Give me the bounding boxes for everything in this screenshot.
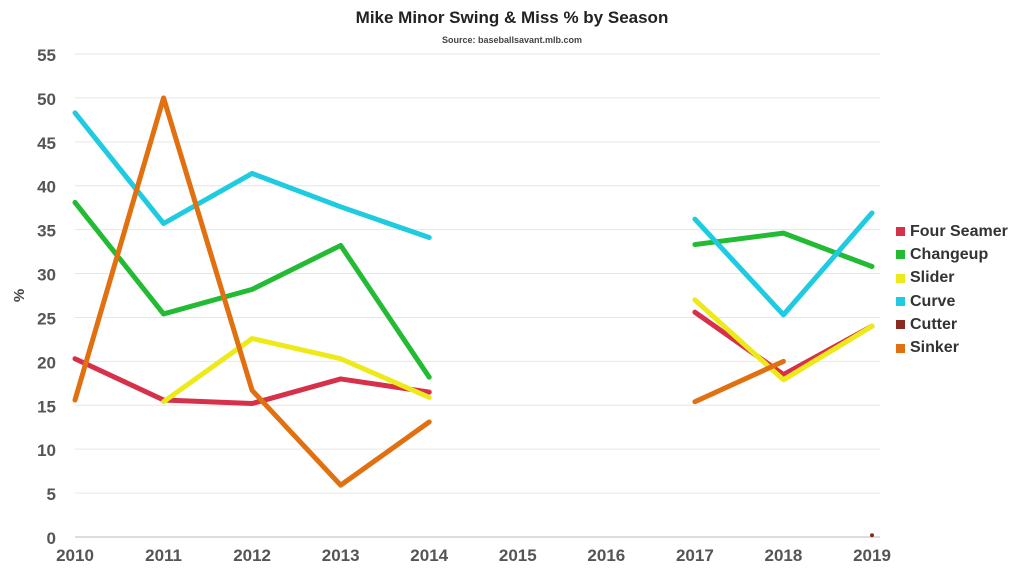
series-point — [870, 533, 874, 538]
legend-item: Slider — [896, 267, 1008, 290]
series-line — [72, 95, 432, 488]
y-tick-label: 20 — [37, 353, 56, 372]
series-line — [72, 110, 432, 241]
series-line — [161, 336, 432, 405]
legend-item: Curve — [896, 290, 1008, 313]
x-tick-label: 2019 — [853, 546, 891, 565]
series-line — [692, 297, 875, 383]
y-tick-label: 5 — [47, 485, 56, 504]
y-tick-label: 25 — [37, 309, 56, 328]
y-tick-label: 40 — [37, 178, 56, 197]
series-line — [692, 210, 875, 318]
legend-label: Slider — [910, 269, 955, 287]
series-line — [692, 358, 786, 405]
y-tick-label: 15 — [37, 397, 56, 416]
x-tick-label: 2016 — [587, 546, 625, 565]
y-tick-label: 50 — [37, 90, 56, 109]
legend-swatch — [896, 250, 905, 260]
y-tick-label: 10 — [37, 441, 56, 460]
chart-title: Mike Minor Swing & Miss % by Season — [355, 8, 669, 27]
y-tick-label: 55 — [37, 46, 56, 65]
x-tick-label: 2018 — [765, 546, 803, 565]
x-tick-label: 2017 — [676, 546, 714, 565]
legend-swatch — [896, 227, 905, 237]
legend-item: Cutter — [896, 313, 1008, 336]
series-line — [72, 199, 432, 380]
y-tick-label: 30 — [37, 266, 56, 285]
legend-swatch — [896, 297, 905, 307]
chart-subtitle: Source: baseballsavant.mlb.com — [441, 35, 583, 45]
x-tick-label: 2015 — [499, 546, 537, 565]
series-line — [72, 356, 432, 407]
x-tick-label: 2012 — [233, 546, 271, 565]
x-tick-label: 2014 — [410, 546, 448, 565]
x-tick-label: 2011 — [145, 546, 182, 565]
legend: Four Seamer Changeup Slider Curve Cutter Sink… — [896, 220, 1008, 360]
series-line — [692, 230, 875, 270]
y-tick-label: 45 — [37, 134, 56, 153]
legend-item: Four Seamer — [896, 220, 1008, 243]
legend-label: Changeup — [910, 245, 989, 263]
legend-label: Curve — [910, 292, 956, 310]
legend-swatch — [896, 343, 905, 353]
legend-item: Sinker — [896, 336, 1008, 359]
legend-swatch — [896, 273, 905, 283]
legend-swatch — [896, 320, 905, 330]
x-tick-label: 2010 — [56, 546, 94, 565]
y-axis-label: % — [11, 289, 28, 302]
legend-label: Sinker — [910, 339, 959, 357]
x-tick-label: 2013 — [322, 546, 360, 565]
legend-item: Changeup — [896, 243, 1008, 266]
legend-label: Four Seamer — [910, 222, 1008, 240]
y-tick-label: 35 — [37, 222, 56, 241]
y-tick-label: 0 — [47, 529, 56, 548]
legend-label: Cutter — [910, 315, 958, 333]
